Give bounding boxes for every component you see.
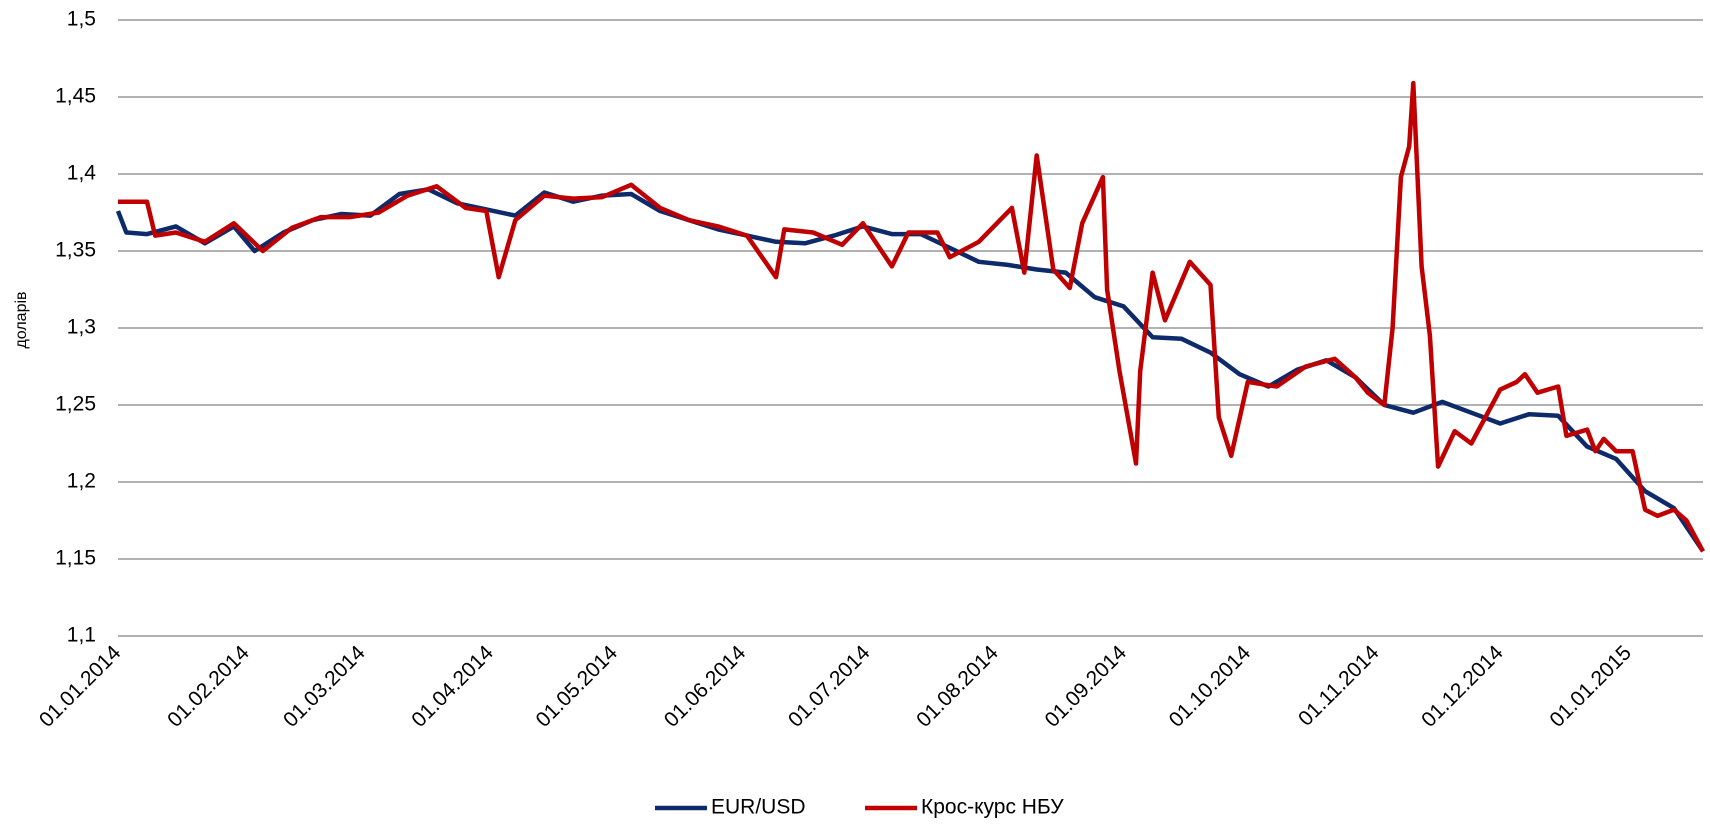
- y-tick-label: 1,15: [55, 547, 96, 570]
- y-axis-label: доларів: [13, 291, 30, 348]
- x-tick-label: 01.08.2014: [912, 641, 1003, 732]
- series-line: [118, 80, 1705, 553]
- y-tick-label: 1,5: [67, 8, 96, 31]
- y-tick-label: 1,3: [67, 316, 96, 339]
- x-tick-label: 01.11.2014: [1294, 641, 1384, 731]
- x-tick-label: 01.02.2014: [163, 641, 254, 732]
- x-tick-label: 01.09.2014: [1040, 641, 1131, 732]
- legend-label: EUR/USD: [711, 796, 806, 819]
- y-tick-label: 1,25: [55, 393, 96, 416]
- x-tick-label: 01.07.2014: [784, 641, 875, 732]
- x-tick-label: 01.04.2014: [407, 641, 498, 732]
- x-tick-label: 01.01.2015: [1545, 641, 1636, 732]
- legend-label: Крос-курс НБУ: [921, 796, 1064, 819]
- x-tick-label: 01.12.2014: [1417, 641, 1508, 732]
- y-tick-label: 1,45: [55, 85, 96, 108]
- x-tick-label: 01.03.2014: [279, 641, 370, 732]
- x-tick-label: 01.06.2014: [660, 641, 751, 732]
- y-tick-label: 1,2: [67, 470, 96, 493]
- x-tick-label: 01.01.2014: [35, 641, 126, 732]
- x-tick-label: 01.10.2014: [1165, 641, 1256, 732]
- y-tick-label: 1,1: [67, 624, 96, 647]
- x-tick-label: 01.05.2014: [531, 641, 622, 732]
- series-line: [115, 187, 1705, 553]
- y-tick-label: 1,35: [55, 239, 96, 262]
- y-tick-label: 1,4: [67, 162, 97, 185]
